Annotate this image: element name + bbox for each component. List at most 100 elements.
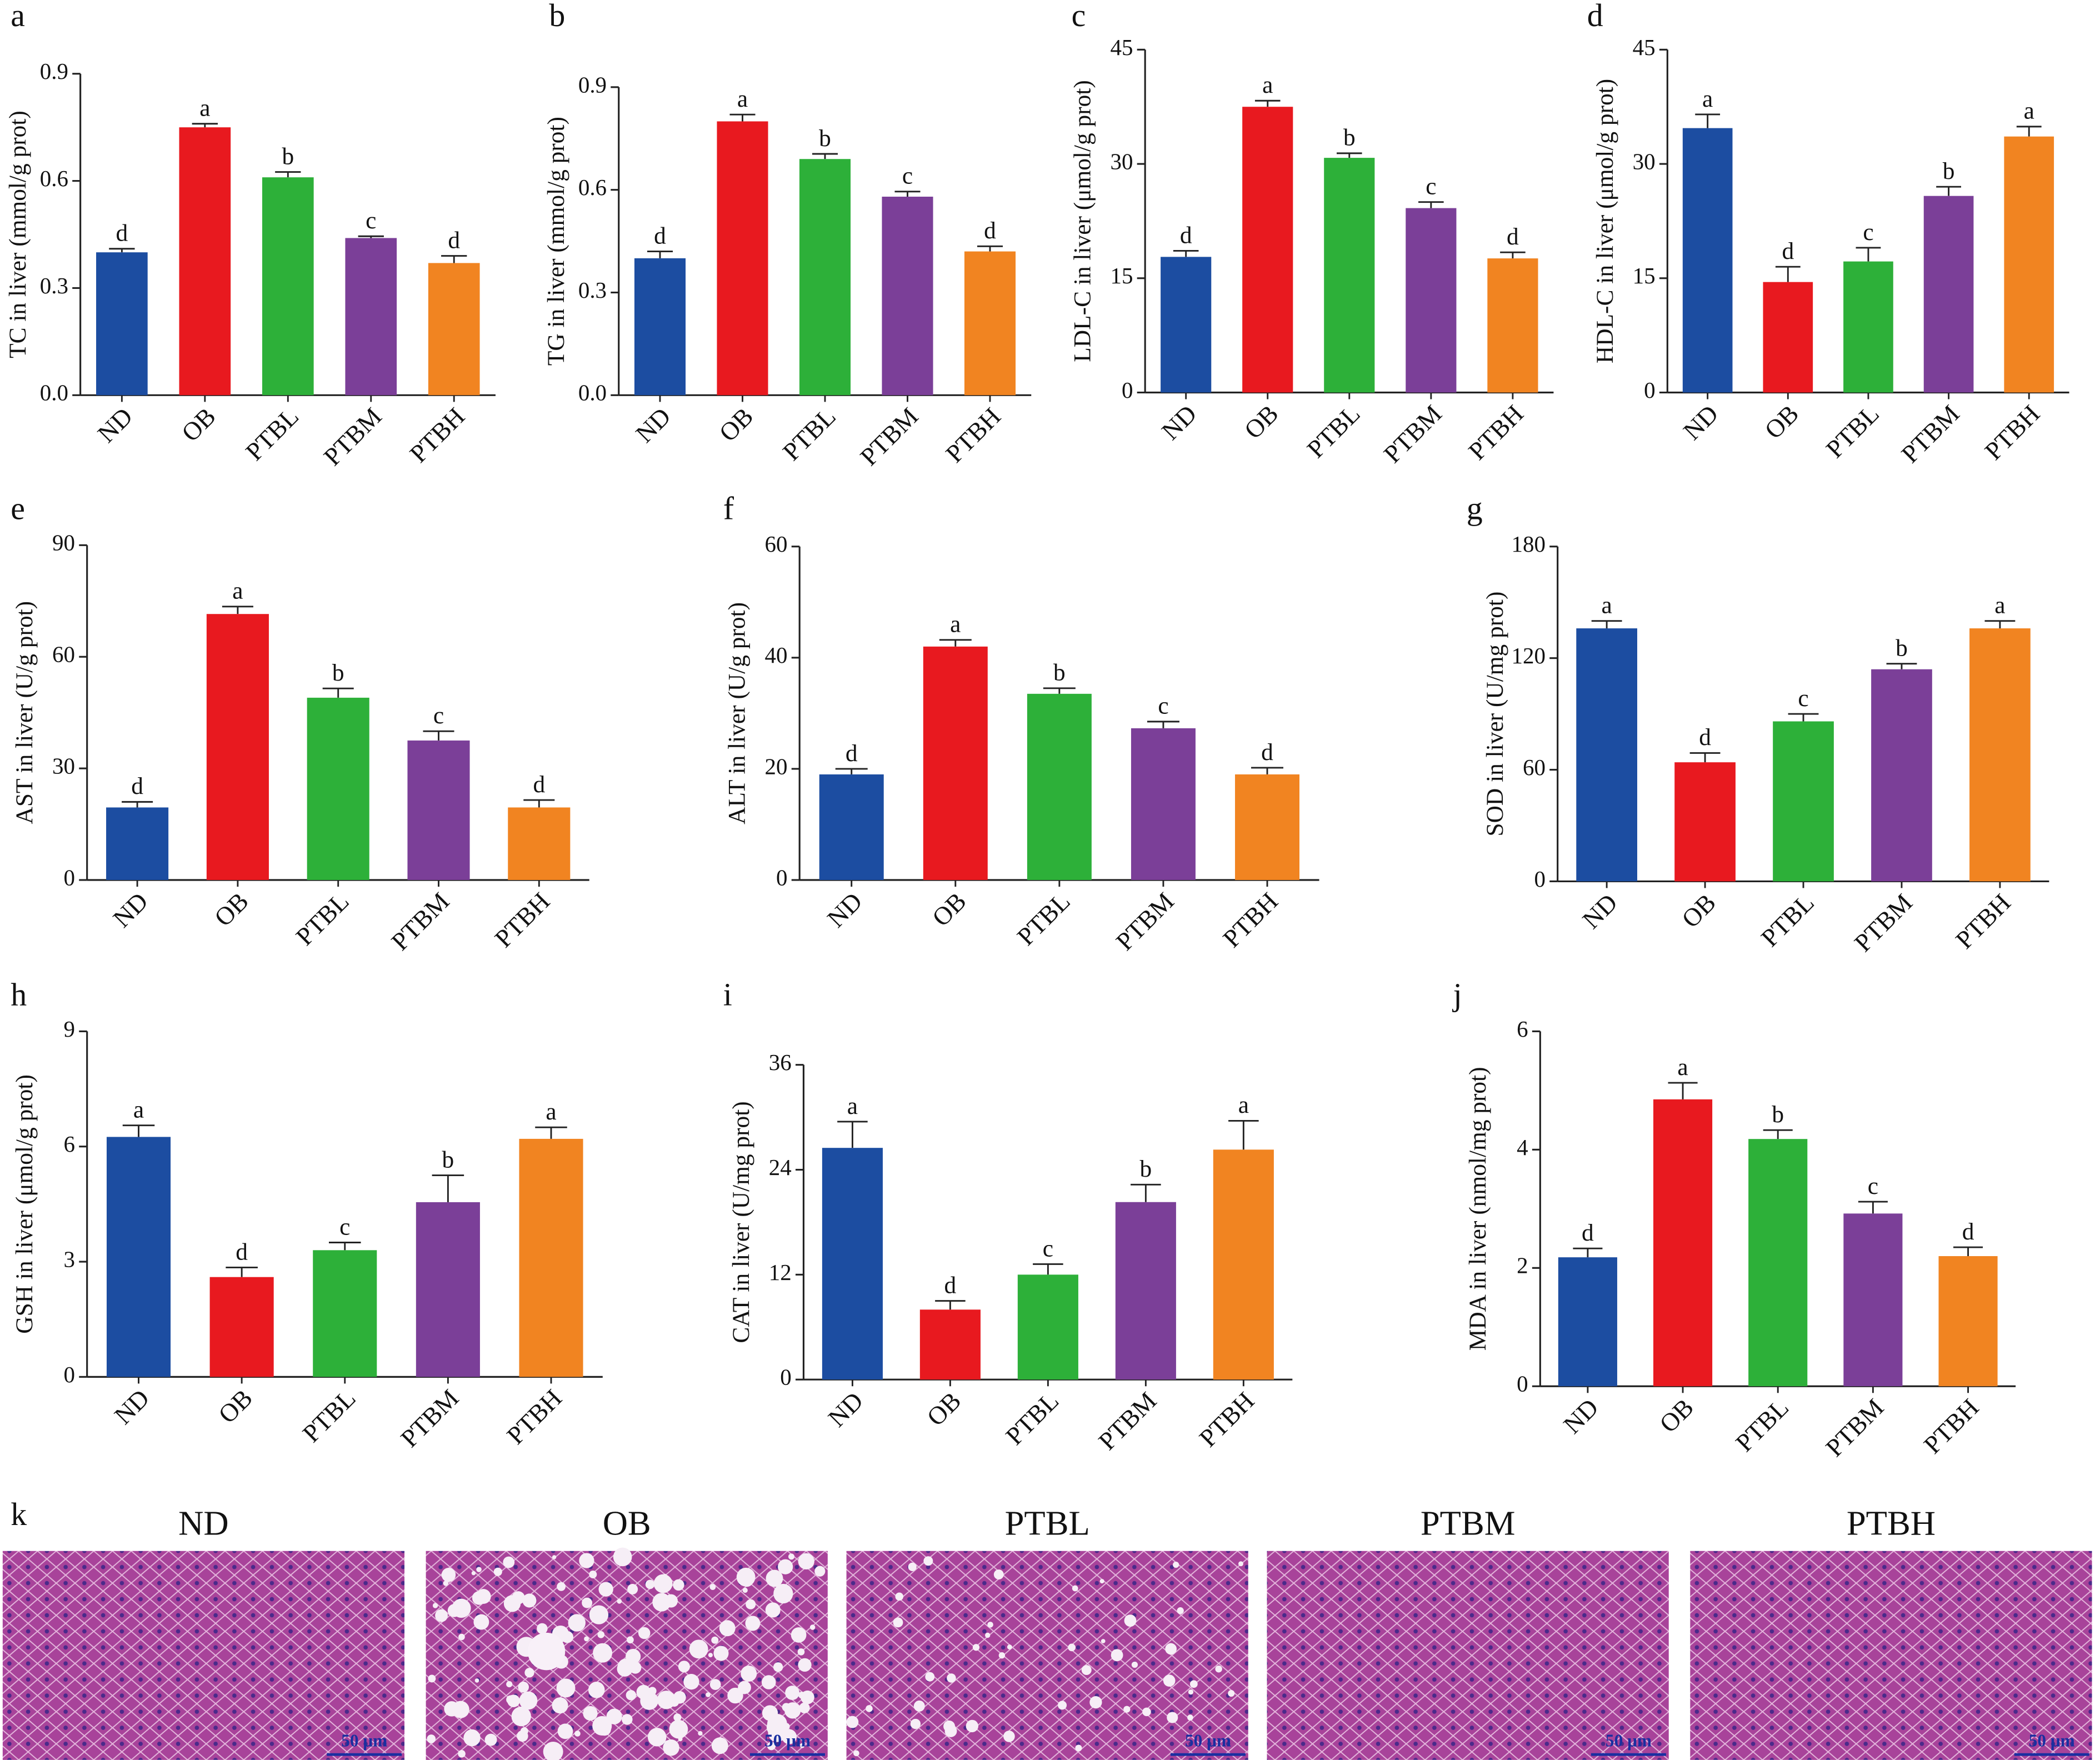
lipid-droplet [698,1731,703,1736]
y-tick-label: 45 [1110,34,1133,60]
y-axis-label: TC in liver (mmol/g prot) [4,111,31,358]
panel-label: i [723,976,732,1012]
x-tick-label: PTBL [1756,888,1819,952]
bar [964,251,1016,396]
lipid-droplet [1165,1643,1177,1655]
significance-letter: d [1261,739,1273,766]
x-tick-label: OB [1759,399,1804,444]
bar [822,1148,883,1380]
lipid-droplet [1142,1707,1151,1717]
y-tick-label: 0 [1644,377,1655,403]
lipid-droplet [799,1743,805,1748]
y-tick-label: 0.3 [578,277,607,303]
panel-label: k [11,1496,27,1532]
significance-letter: d [1180,222,1192,248]
x-tick-label: PTBM [1378,399,1447,468]
x-tick-label: OB [927,887,972,932]
lipid-droplet [866,1705,873,1712]
lipid-droplet [742,1587,748,1593]
significance-letter: b [442,1146,454,1173]
bar [799,159,851,396]
x-tick-label: PTBM [1896,399,1964,468]
significance-letter: d [1582,1219,1594,1246]
x-tick-label: OB [1654,1393,1699,1438]
lipid-droplet [987,1622,993,1628]
y-tick-label: 6 [1517,1016,1528,1042]
lipid-droplet [778,1587,786,1594]
significance-letter: c [339,1213,350,1240]
bar [96,252,148,396]
bar [1235,774,1300,880]
lipid-droplet [910,1718,921,1729]
lipid-droplet [1131,1661,1138,1668]
x-tick-label: PTBM [1820,1393,1889,1462]
y-tick-label: 30 [1633,148,1656,174]
lipid-droplet [664,1594,678,1608]
bar [1242,107,1293,393]
lipid-droplet [552,1697,568,1714]
y-tick-label: 120 [1512,643,1546,668]
lipid-droplet [791,1627,807,1643]
bar [106,807,169,880]
y-tick-label: 36 [769,1049,792,1075]
bar [1558,1257,1617,1387]
significance-letter: c [1426,173,1436,199]
lipid-droplet [993,1569,1004,1579]
y-tick-label: 0.9 [578,72,607,97]
lipid-droplet [1072,1585,1078,1592]
y-tick-label: 15 [1110,263,1133,288]
x-tick-label: PTBH [1463,399,1529,466]
lipid-droplet [673,1579,684,1591]
bar [1576,628,1637,882]
lipid-droplet [913,1700,925,1712]
micrograph [1267,1551,1669,1760]
bar [1213,1149,1274,1380]
y-axis-label: AST in liver (U/g prot) [11,601,38,824]
significance-letter: a [950,611,961,638]
y-tick-label: 0 [64,1362,75,1387]
x-tick-label: ND [1678,399,1724,446]
significance-letter: a [1262,72,1273,98]
lipid-droplet [543,1742,563,1760]
lipid-droplet [503,1595,521,1612]
x-tick-label: PTBL [1012,887,1076,951]
lipid-droplet [471,1571,476,1576]
lipid-droplet [1007,1644,1012,1650]
bar [519,1138,583,1377]
bar [1843,261,1893,393]
micrograph [1690,1551,2092,1760]
lipid-droplet [727,1687,743,1704]
lipid-droplet [522,1593,537,1608]
y-tick-label: 0.3 [40,273,68,298]
x-tick-label: ND [630,402,676,448]
significance-letter: a [133,1097,144,1123]
lipid-droplet [1163,1674,1176,1687]
lipid-droplet [745,1616,761,1631]
y-tick-label: 9 [64,1016,75,1042]
panel-label: h [11,976,27,1012]
panel-label: a [11,0,25,33]
lipid-droplet [435,1609,448,1622]
significance-letter: a [1238,1092,1249,1118]
lipid-droplet [1075,1744,1082,1752]
significance-letter: b [1943,158,1955,184]
y-tick-label: 0 [64,864,75,890]
lipid-droplet [673,1691,686,1704]
x-tick-label: OB [1239,399,1284,444]
lipid-droplet [593,1643,613,1663]
significance-letter: d [131,773,143,799]
lipid-droplet [711,1636,719,1644]
lipid-droplet [972,1644,980,1651]
significance-letter: d [846,740,858,767]
lipid-droplet [638,1627,651,1639]
y-tick-label: 20 [765,753,788,779]
lipid-droplet [452,1598,471,1618]
scale-bar-label: 50 μm [2029,1731,2075,1751]
vessel [527,1632,566,1671]
lipid-droplet [1101,1639,1106,1643]
lipid-droplet [1167,1712,1178,1723]
x-tick-label: ND [822,887,868,933]
x-tick-label: PTBL [297,1384,361,1448]
lipid-droplet [769,1574,779,1584]
bar [717,121,768,396]
